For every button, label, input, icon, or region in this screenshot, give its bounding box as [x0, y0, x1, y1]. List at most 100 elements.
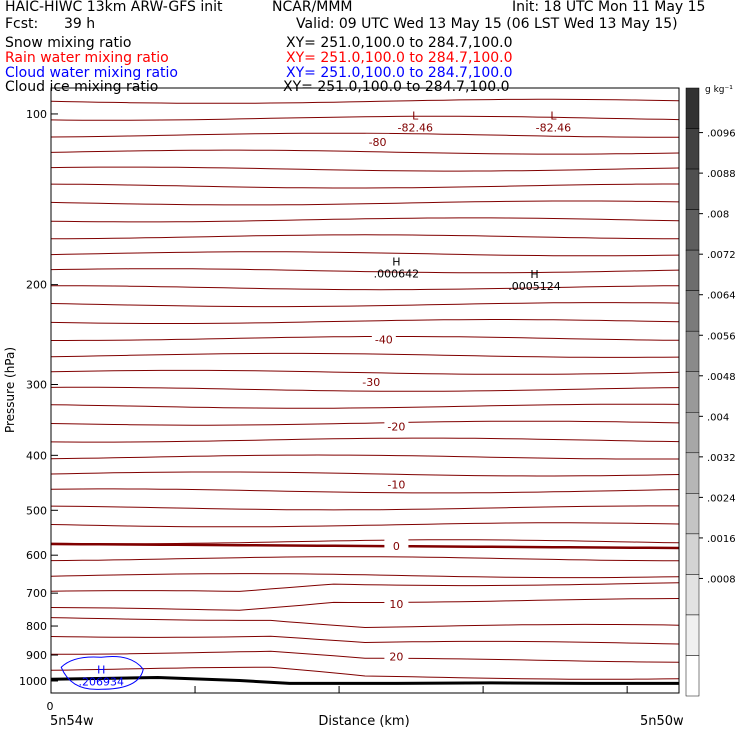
colorbar-segment: [685, 209, 700, 251]
x-axis-label: Distance (km): [318, 714, 409, 729]
temperature-contour-line: [50, 386, 680, 392]
contour-label: -40: [375, 334, 393, 347]
field-name-snow: Snow mixing ratio: [5, 35, 132, 51]
temperature-contour-line: [50, 132, 679, 138]
colorbar-label: .004: [707, 412, 729, 423]
contour-label-bg: [365, 133, 390, 148]
temperature-contour-line: [50, 352, 680, 358]
temperature-contour-line: [51, 285, 680, 291]
temperature-contour-line: [50, 471, 680, 477]
contour-label: -30: [362, 376, 380, 389]
y-tick-label: 200: [26, 279, 47, 292]
colorbar-label: .0056: [707, 331, 736, 342]
temperature-contour-line: [50, 556, 679, 562]
temperature-contour-line: [50, 635, 680, 645]
plot-frame: [50, 87, 680, 694]
terrain-surface: [50, 675, 679, 685]
forecast-hour: 39 h: [64, 16, 96, 32]
y-tick-label: 900: [26, 649, 47, 662]
colorbar-segment: [685, 249, 700, 291]
contour-label: -80: [369, 136, 387, 149]
field-xy-cloud-ice: XY= 251.0,100.0 to 284.7,100.0: [283, 79, 510, 95]
colorbar-segment: [685, 128, 700, 170]
init-time: Init: 18 UTC Mon 11 May 15: [512, 0, 706, 15]
contour-label-bg: [384, 537, 409, 552]
field-xy-rain: XY= 251.0,100.0 to 284.7,100.0: [286, 50, 513, 66]
contour-label-bg: [384, 418, 409, 433]
contour-label-bg: [384, 476, 409, 491]
colorbar-label: .0016: [707, 534, 736, 545]
contour-label-bg: [371, 331, 396, 346]
temperature-contour-line: [50, 115, 680, 121]
valid-time: Valid: 09 UTC Wed 13 May 15 (06 LST Wed …: [296, 16, 678, 32]
contour-label-bg: [384, 595, 409, 610]
y-tick-label: 1000: [19, 675, 47, 688]
temperature-contour-line: [50, 268, 680, 274]
field-name-cloud-water: Cloud water mixing ratio: [5, 65, 178, 81]
contour-label-bg: [384, 648, 409, 663]
temperature-contour-line: [50, 200, 680, 206]
colorbar-segment: [685, 412, 700, 454]
field-xy-cloud-water: XY= 251.0,100.0 to 284.7,100.0: [286, 65, 513, 81]
contour-label: 0: [393, 540, 400, 553]
contour-label: 10: [389, 598, 403, 611]
temperature-contour-line: [50, 598, 680, 611]
y-tick-label: 800: [26, 620, 47, 633]
temperature-contour-line: [50, 98, 680, 104]
temperature-contour-line: [50, 234, 679, 240]
colorbar-segment: [685, 574, 700, 616]
temperature-contour-line: [50, 454, 679, 460]
temperature-contour-line: [50, 505, 679, 511]
temperature-contour-line: [50, 488, 680, 494]
colorbar-segment: [685, 290, 700, 332]
y-axis: 100 200 300 400 500 600 700 800 900 1000: [19, 108, 58, 688]
colorbar-label: .0064: [707, 291, 736, 302]
cloud-water-contour: [60, 656, 144, 690]
temperature-contour-line: [50, 573, 680, 579]
extremum-mark: H: [392, 255, 400, 268]
temperature-contour-line: [50, 582, 680, 592]
colorbar-segment: [685, 533, 700, 575]
colorbar-segment: [685, 87, 700, 129]
temperature-contour-line: [50, 369, 680, 375]
temperature-contours: -80 -40 -30 -20 -10 0 10 20: [50, 98, 680, 680]
colorbar-label: .0008: [707, 574, 736, 585]
terrain-line: [50, 675, 679, 685]
temperature-contour-line: [50, 666, 680, 680]
y-tick-label: 600: [26, 549, 47, 562]
temperature-contour-line: [50, 403, 680, 409]
temperature-contour-line: [50, 217, 680, 223]
colorbar: .0096 .0088 .008 .0072 .0064 .0056 .0048 .004 .0…: [685, 87, 736, 697]
colorbar-segment: [685, 614, 700, 656]
field-name-rain: Rain water mixing ratio: [5, 50, 169, 66]
extremum-value: .0005124: [508, 280, 561, 293]
temperature-contour-line: [51, 336, 680, 341]
temperature-contour-line: [50, 166, 680, 172]
forecast-label: Fcst:: [5, 16, 39, 32]
colorbar-segment: [685, 655, 700, 697]
temperature-contour-line: [50, 319, 680, 324]
temperature-contour-line: [51, 650, 680, 663]
colorbar-label: .0096: [707, 129, 736, 140]
colorbar-label: .0032: [707, 453, 736, 464]
contour-label: -20: [387, 421, 405, 434]
colorbar-label: .008: [707, 210, 729, 221]
colorbar-label: .0088: [707, 169, 736, 180]
model-title: HAIC-HIWC 13km ARW-GFS init: [5, 0, 223, 15]
extremum-mark: L: [550, 110, 557, 123]
y-axis-label: Pressure (hPa): [3, 347, 17, 433]
colorbar-segment: [685, 371, 700, 413]
colorbar-segment: [685, 493, 700, 535]
temperature-contour-line: [50, 420, 680, 426]
x-right-location: 5n50w: [640, 714, 684, 729]
temperature-contour-line: [50, 251, 680, 257]
contour-label-bg: [359, 374, 384, 389]
colorbar-label: .0048: [707, 372, 736, 383]
y-tick-label: 300: [26, 378, 47, 391]
temperature-contour-line: [50, 437, 680, 443]
extremum-value: -82.46: [536, 122, 571, 135]
colorbar-label: .0072: [707, 250, 736, 261]
temperature-contour-line: [50, 302, 680, 308]
